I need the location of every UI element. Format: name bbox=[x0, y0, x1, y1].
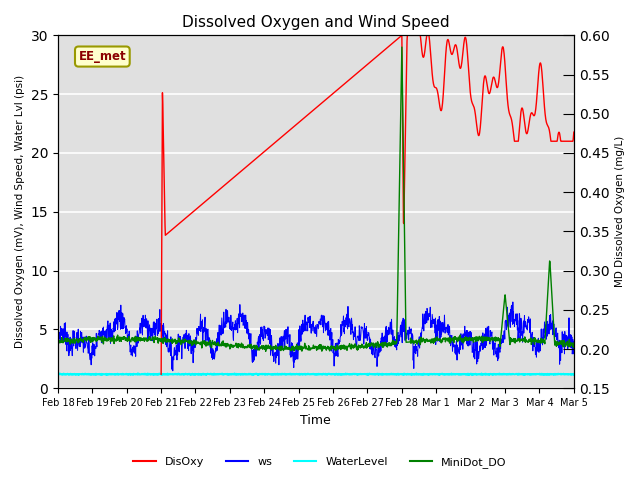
Y-axis label: MD Dissolved Oxygen (mg/L): MD Dissolved Oxygen (mg/L) bbox=[615, 136, 625, 288]
Legend: DisOxy, ws, WaterLevel, MiniDot_DO: DisOxy, ws, WaterLevel, MiniDot_DO bbox=[129, 452, 511, 472]
X-axis label: Time: Time bbox=[301, 414, 332, 427]
Title: Dissolved Oxygen and Wind Speed: Dissolved Oxygen and Wind Speed bbox=[182, 15, 450, 30]
Text: EE_met: EE_met bbox=[79, 50, 126, 63]
Y-axis label: Dissolved Oxygen (mV), Wind Speed, Water Lvl (psi): Dissolved Oxygen (mV), Wind Speed, Water… bbox=[15, 75, 25, 348]
